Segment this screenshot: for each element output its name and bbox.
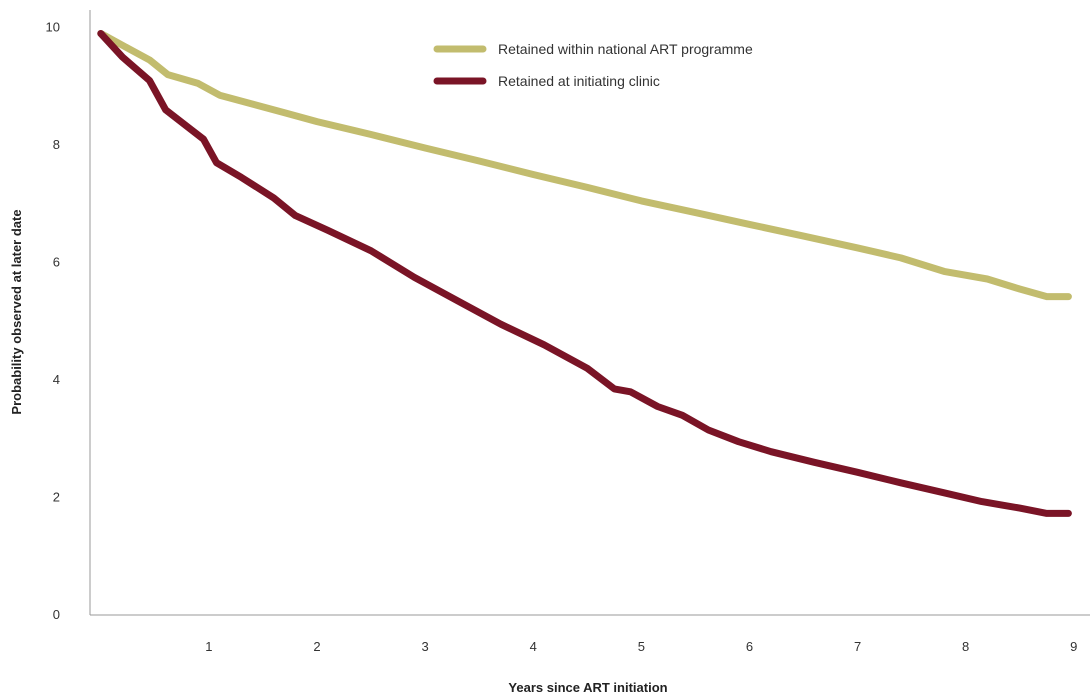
legend-label-1: Retained within national ART programme — [498, 41, 753, 57]
x-tick-labels: 1 2 3 4 5 6 7 8 9 — [205, 639, 1077, 654]
legend: Retained within national ART programme Re… — [433, 41, 753, 89]
series-lines — [97, 30, 1072, 517]
x-axis-title: Years since ART initiation — [508, 680, 667, 693]
series-line-2 — [97, 30, 1072, 517]
series-line-1 — [97, 30, 1072, 301]
y-tick-label: 6 — [53, 255, 60, 270]
x-tick-label: 6 — [746, 639, 753, 654]
axes — [89, 10, 1090, 616]
x-tick-label: 9 — [1070, 639, 1077, 654]
x-tick-label: 8 — [962, 639, 969, 654]
y-tick-label: 0 — [53, 607, 60, 622]
x-tick-label: 1 — [205, 639, 212, 654]
x-tick-label: 7 — [854, 639, 861, 654]
x-tick-label: 2 — [313, 639, 320, 654]
x-tick-label: 3 — [422, 639, 429, 654]
y-tick-label: 10 — [46, 20, 60, 35]
legend-label-2: Retained at initiating clinic — [498, 73, 660, 89]
y-axis-title: Probability observed at later date — [9, 209, 24, 414]
y-tick-label: 4 — [53, 372, 60, 387]
x-tick-label: 5 — [638, 639, 645, 654]
y-tick-label: 2 — [53, 490, 60, 505]
y-tick-label: 8 — [53, 137, 60, 152]
y-tick-labels: 0 2 4 6 8 10 — [46, 20, 60, 622]
x-tick-label: 4 — [530, 639, 537, 654]
